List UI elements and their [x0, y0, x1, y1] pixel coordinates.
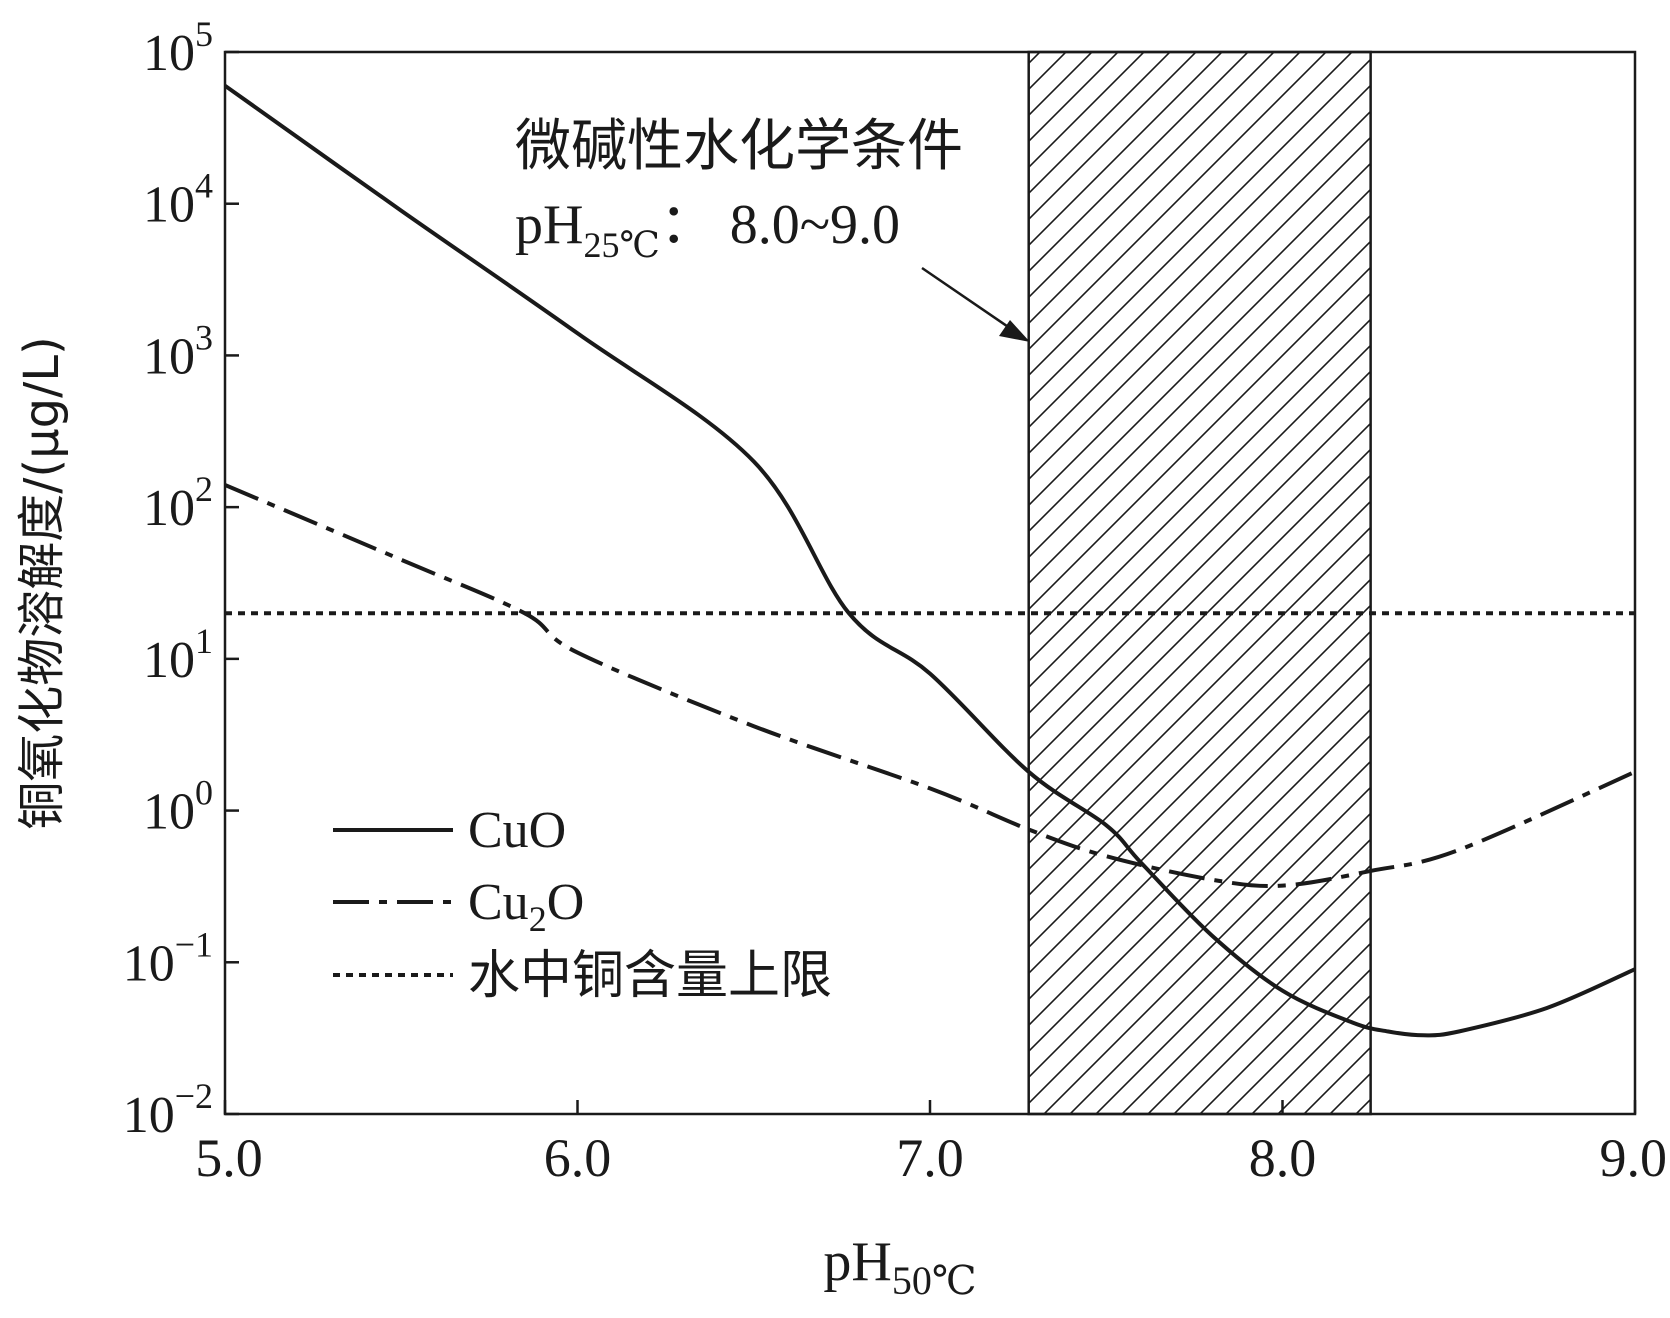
annotation-ph-range: pH25℃： 8.0~9.0 [515, 194, 900, 265]
cuo-line [225, 84, 1635, 1038]
plot-frame [223, 50, 1637, 1116]
y-tick-label-1: 10−1 [123, 924, 213, 992]
y-tick-label-7: 105 [143, 14, 213, 82]
y-tick-label-0: 10−2 [123, 1076, 213, 1144]
annotation-title: 微碱性水化学条件 [515, 114, 963, 179]
y-tick-label-3: 101 [143, 621, 213, 689]
y-tick-label-6: 104 [143, 166, 213, 234]
x-tick-label-4: 9.0 [1600, 1128, 1668, 1188]
y-axis-ticks: 10−2 10−1 100 101 102 103 104 105 [123, 14, 239, 1144]
y-axis-title: 铜氧化物溶解度/(μg/L) [14, 336, 70, 830]
legend-label-limit: 水中铜含量上限 [468, 946, 832, 1006]
alkaline-condition-region [1027, 50, 1372, 1116]
x-tick-label-1: 6.0 [544, 1128, 612, 1188]
legend-label-cuo: CuO [468, 802, 566, 859]
annotation-arrow [921, 266, 1030, 342]
cu2o-line [225, 483, 1635, 889]
x-tick-label-2: 7.0 [896, 1128, 964, 1188]
legend: CuO Cu2O 水中铜含量上限 [333, 802, 832, 1006]
y-tick-label-4: 102 [143, 469, 213, 537]
legend-label-cu2o: Cu2O [468, 874, 584, 939]
x-axis-ticks: 5.0 6.0 7.0 8.0 9.0 [195, 1100, 1667, 1188]
y-tick-label-5: 103 [143, 317, 213, 385]
x-tick-label-0: 5.0 [195, 1128, 263, 1188]
x-tick-label-3: 8.0 [1249, 1128, 1317, 1188]
x-axis-title: pH50℃ [823, 1231, 976, 1303]
y-tick-label-2: 100 [143, 773, 213, 841]
